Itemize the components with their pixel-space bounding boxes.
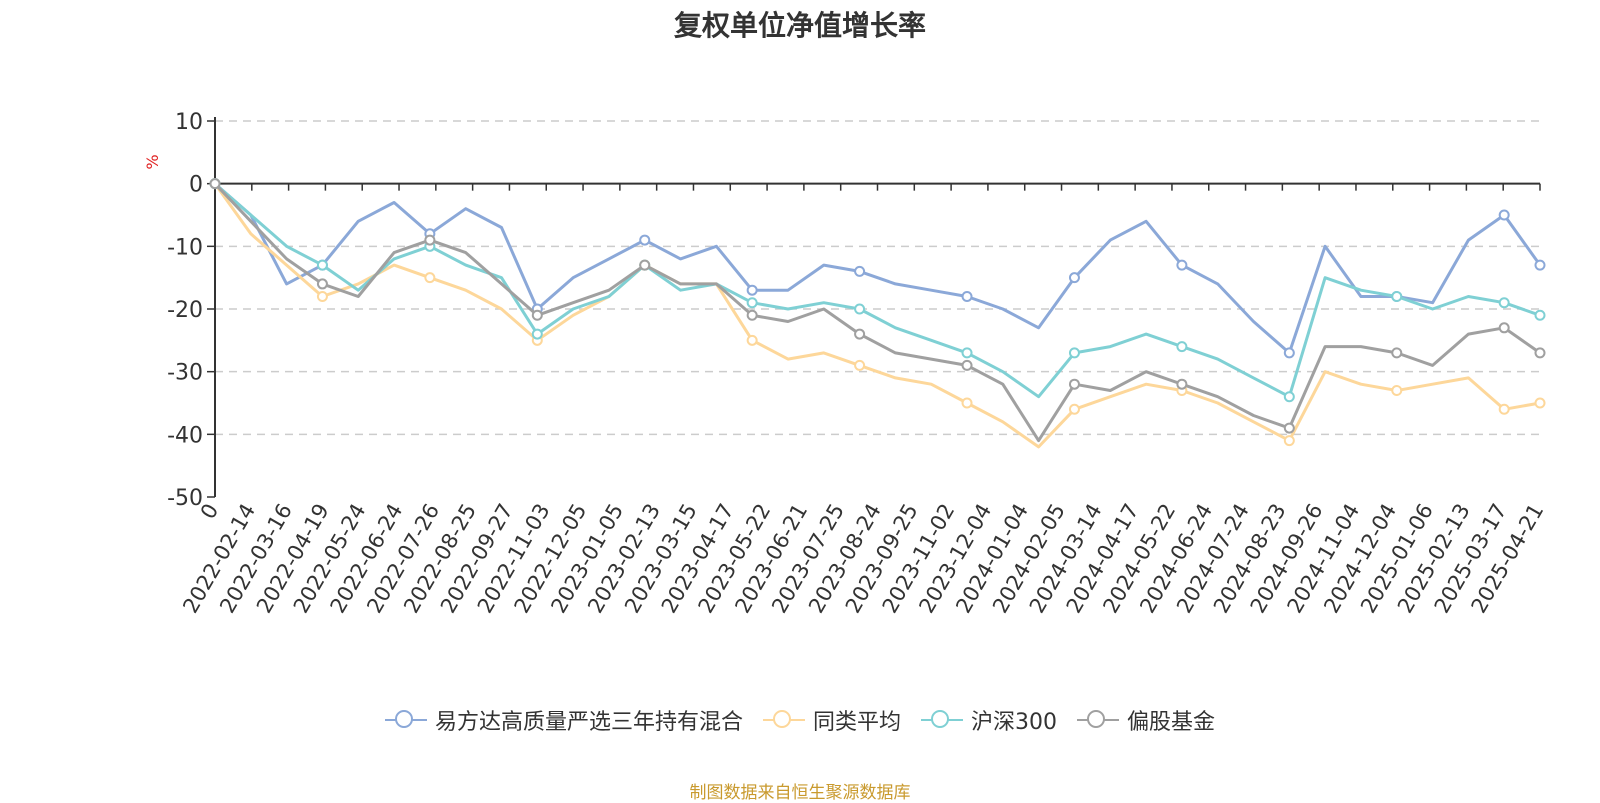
legend-item[interactable]: 同类平均 (762, 704, 901, 736)
axis-layer: 100-10-20-30-40-5002022-02-142022-03-162… (167, 110, 1548, 617)
series-point (746, 309, 758, 321)
legend-marker-icon (921, 710, 963, 730)
y-tick-label: -10 (167, 235, 203, 260)
series-point (1498, 322, 1510, 334)
series-point (1391, 347, 1403, 359)
series-point (316, 278, 328, 290)
series-point (854, 328, 866, 340)
legend-label: 同类平均 (812, 710, 901, 735)
series-point (1068, 272, 1080, 284)
series-point (316, 259, 328, 271)
series-point (1176, 378, 1188, 390)
series-point (961, 290, 973, 302)
legend: 易方达高质量严选三年持有混合 同类平均 沪深300 偏股基金 (0, 704, 1600, 736)
legend-item[interactable]: 偏股基金 (1077, 704, 1215, 736)
series-point (1068, 378, 1080, 390)
series-point (1498, 297, 1510, 309)
series-line (213, 182, 1541, 443)
series-point (961, 347, 973, 359)
legend-label: 偏股基金 (1127, 710, 1216, 735)
series-line (214, 182, 1542, 355)
series-point (1176, 341, 1188, 353)
legend-label: 沪深300 (971, 710, 1057, 735)
y-axis-unit-label: % (143, 154, 162, 169)
series-point (854, 265, 866, 277)
legend-item[interactable]: 易方达高质量严选三年持有混合 (384, 704, 743, 736)
series-point (1534, 397, 1546, 409)
series-point (1283, 422, 1295, 434)
line-chart: 100-10-20-30-40-5002022-02-142022-03-162… (143, 110, 1548, 617)
y-tick-label: 0 (189, 173, 203, 198)
series-point (1283, 435, 1295, 447)
series-point (961, 359, 973, 371)
x-tick-label: 0 (196, 500, 223, 524)
series-point (746, 334, 758, 346)
series-point (854, 359, 866, 371)
series-point (1068, 403, 1080, 415)
y-tick-label: -20 (167, 298, 203, 323)
y-tick-label: 10 (175, 110, 203, 135)
series-point (531, 309, 543, 321)
series-point (1534, 347, 1546, 359)
series-point (639, 234, 651, 246)
y-tick-label: -50 (167, 486, 203, 511)
legend-marker-icon (1077, 710, 1119, 730)
y-tick-label: -40 (167, 423, 203, 448)
legend-marker-icon (762, 710, 805, 730)
series-point (1391, 290, 1403, 302)
series-point (961, 397, 973, 409)
series-line (214, 182, 1541, 399)
series-point (1534, 259, 1546, 271)
legend-marker-icon (384, 710, 427, 730)
series-layer (209, 178, 1546, 449)
series-point (1498, 209, 1510, 221)
y-tick-label: -30 (167, 361, 203, 386)
chart-title: 复权单位净值增长率 (673, 9, 926, 42)
legend-item[interactable]: 沪深300 (921, 704, 1057, 736)
series-point (209, 178, 221, 190)
series-point (1534, 309, 1546, 321)
series-point (424, 272, 436, 284)
series-point (746, 297, 758, 309)
series-point (746, 284, 758, 296)
series-point (639, 259, 651, 271)
series-point (316, 290, 328, 302)
series-point (1176, 259, 1188, 271)
series-point (531, 328, 543, 340)
series-point (1068, 347, 1080, 359)
series-line (213, 182, 1541, 449)
series-point (1283, 347, 1295, 359)
series-point (424, 234, 436, 246)
series-point (1498, 403, 1510, 415)
series-point (1283, 391, 1295, 403)
series-point (1391, 384, 1403, 396)
source-note: 制图数据来自恒生聚源数据库 (689, 783, 911, 803)
legend-label: 易方达高质量严选三年持有混合 (434, 710, 743, 735)
series-point (854, 303, 866, 315)
